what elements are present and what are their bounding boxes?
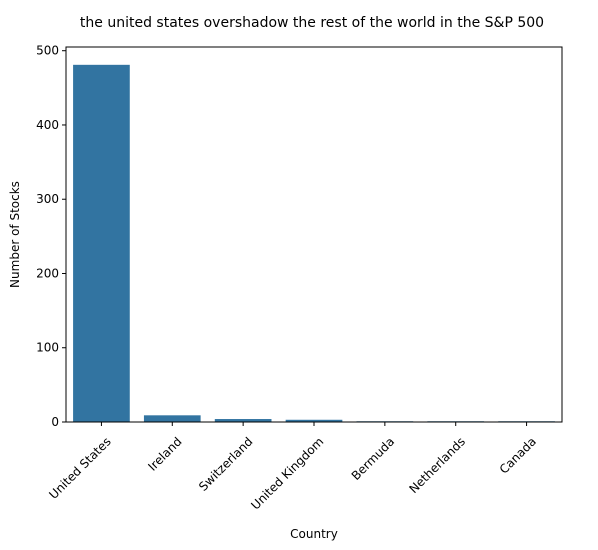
y-axis-title: Number of Stocks: [8, 181, 22, 288]
x-tick-label: Ireland: [145, 434, 184, 473]
bar-switzerland: [214, 419, 272, 422]
y-tick-label: 100: [36, 341, 59, 355]
x-tick-label: Netherlands: [406, 434, 468, 496]
bar-united-states: [73, 64, 130, 423]
y-axis: 0 100 200 300 400 500: [36, 44, 66, 429]
x-axis-title: Country: [290, 527, 338, 541]
bar-united-kingdom: [285, 419, 343, 422]
x-tick-label: United States: [46, 434, 113, 501]
x-tick-label: Bermuda: [349, 434, 398, 483]
bars-layer: [73, 64, 555, 423]
y-tick-label: 300: [36, 192, 59, 206]
chart-title: the united states overshadow the rest of…: [80, 15, 544, 31]
y-tick-label: 500: [36, 44, 59, 58]
x-tick-label: United Kingdom: [248, 434, 326, 512]
x-tick-label: Switzerland: [196, 434, 255, 493]
bar-ireland: [143, 415, 201, 422]
y-tick-label: 200: [36, 266, 59, 280]
plot-frame: [65, 46, 563, 423]
y-tick-label: 0: [51, 415, 59, 429]
x-tick-label: Canada: [497, 434, 539, 476]
y-tick-label: 400: [36, 118, 59, 132]
